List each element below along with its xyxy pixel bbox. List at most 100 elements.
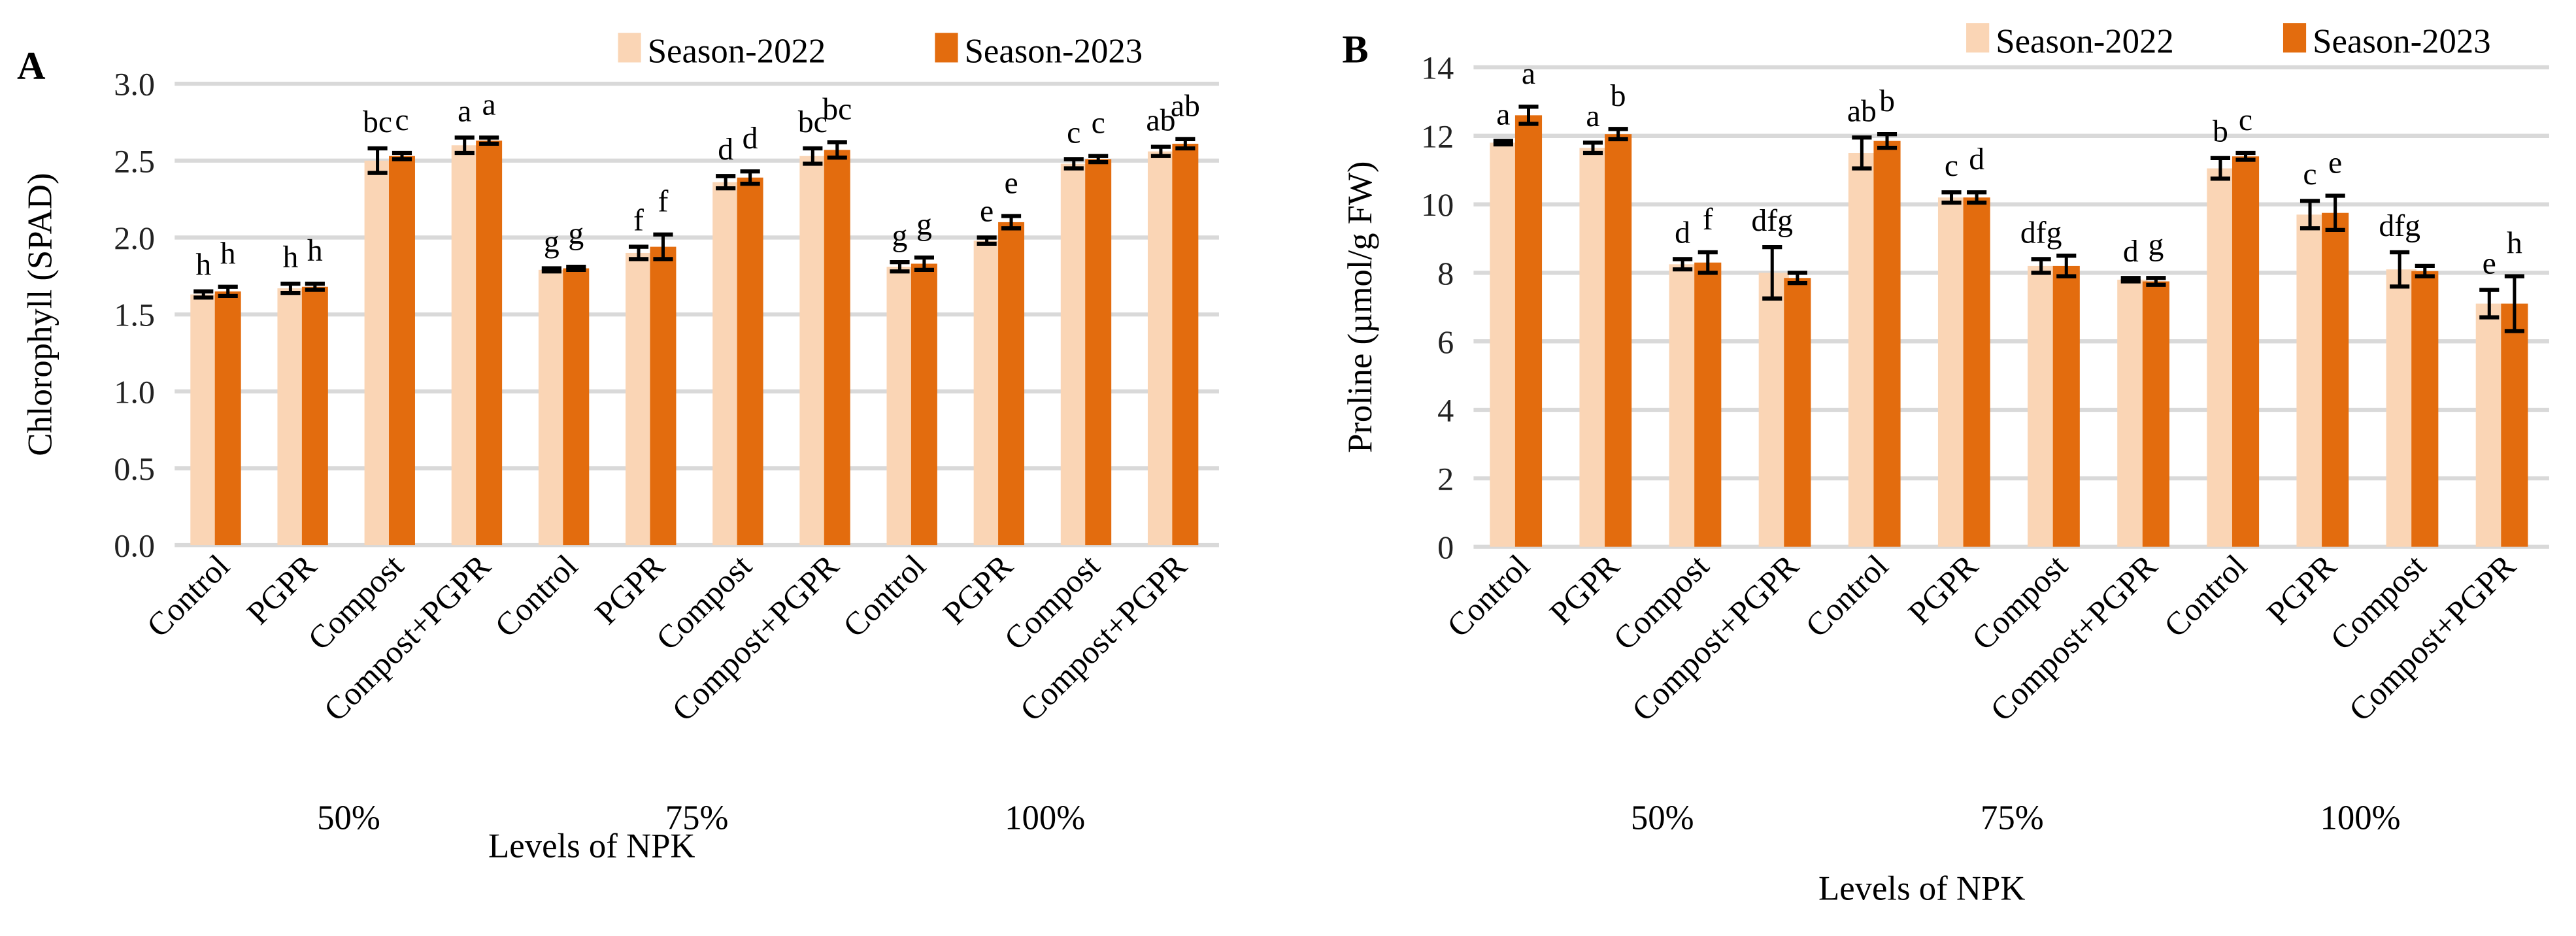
y-tick-label: 2: [1437, 460, 1454, 497]
significance-letter: g: [568, 216, 584, 251]
x-category-label: PGPR: [2260, 547, 2344, 631]
legend-swatch: [2283, 23, 2307, 53]
group-label: 50%: [1631, 799, 1694, 837]
significance-letter: bc: [798, 105, 828, 139]
significance-letter: dfg: [1751, 203, 1793, 238]
significance-letter: h: [2507, 226, 2522, 260]
legend-label: Season-2023: [965, 32, 1143, 70]
significance-letter: bc: [822, 92, 852, 126]
legend: Season-2022 Season-2023: [1966, 22, 2491, 60]
y-tick-label: 4: [1437, 392, 1454, 429]
x-category-label: PGPR: [936, 547, 1020, 631]
x-category-label: Control: [488, 547, 584, 644]
significance-letter: a: [1496, 97, 1510, 132]
bar-2022: [2028, 265, 2058, 547]
bar-2023: [1694, 262, 1722, 547]
significance-letter: f: [1703, 202, 1713, 237]
y-axis-label: Chlorophyll (SPAD): [21, 173, 59, 456]
significance-letter: c: [1945, 148, 1958, 183]
y-tick-label: 1.5: [114, 297, 155, 333]
x-category-label: Control: [1440, 547, 1537, 644]
panel-label: A: [17, 44, 46, 88]
significance-letter: dfg: [2020, 215, 2062, 250]
bar-2023: [563, 268, 590, 546]
significance-letter: g: [2148, 227, 2164, 262]
significance-letter: a: [1586, 99, 1599, 133]
significance-letter: d: [2123, 234, 2139, 269]
bar-2022: [1579, 148, 1610, 547]
significance-letter: bc: [363, 105, 392, 139]
bar-2023: [2142, 281, 2169, 547]
panel-label: B: [1342, 27, 1368, 71]
bar-2023: [476, 141, 503, 546]
bar-2023: [301, 286, 328, 546]
bar-2022: [2207, 168, 2237, 547]
bar-2023: [2322, 212, 2349, 547]
significance-letter: g: [916, 207, 932, 242]
x-category-label: PGPR: [239, 547, 324, 631]
significance-letter: c: [2239, 103, 2252, 137]
significance-letter: a: [458, 93, 471, 128]
significance-letter: d: [718, 132, 733, 167]
x-category-label: Control: [1798, 547, 1895, 644]
bar-2023: [1172, 143, 1199, 546]
bar-2023: [1605, 134, 1632, 547]
y-tick-label: 1.0: [114, 373, 155, 410]
x-axis-label: Levels of NPK: [1818, 870, 2025, 908]
x-category-label: PGPR: [1901, 547, 1985, 631]
bar-2022: [2475, 303, 2506, 547]
bar-2023: [2411, 271, 2439, 547]
bar-2022: [2386, 269, 2417, 547]
bar-2023: [2501, 303, 2528, 547]
x-category-label: Control: [836, 547, 933, 644]
bar-2023: [1873, 141, 1901, 547]
y-tick-label: 12: [1421, 118, 1454, 154]
significance-letter: d: [1675, 215, 1690, 250]
group-label: 100%: [2320, 799, 2400, 837]
y-tick-label: 8: [1437, 255, 1454, 292]
chart-A: A 0.0 0.5 1.0 1.5 2.0 2.5 3.0 Chlorophyll (SPAD)…: [17, 32, 1219, 865]
significance-letter: e: [2483, 246, 2496, 280]
legend-label: Season-2022: [648, 32, 826, 70]
bar-2023: [2052, 265, 2080, 547]
bar-2022: [1669, 264, 1699, 547]
y-tick-label: 0: [1437, 529, 1454, 565]
significance-letter: ab: [1171, 89, 1200, 124]
significance-letter: d: [1969, 142, 1984, 176]
legend-swatch: [935, 33, 958, 63]
significance-letter: ab: [1847, 93, 1877, 128]
bar-2022: [1758, 273, 1789, 547]
significance-letter: h: [195, 248, 211, 282]
bar-2023: [214, 291, 241, 546]
significance-letter: e: [1004, 165, 1018, 200]
significance-letter: c: [395, 103, 409, 137]
y-axis-label: Proline (µmol/g FW): [1341, 161, 1379, 453]
significance-letter: dfg: [2379, 209, 2420, 243]
significance-letter: c: [1092, 106, 1105, 141]
bar-2022: [2296, 214, 2327, 547]
bar-2023: [2232, 156, 2260, 547]
group-label: 50%: [317, 799, 380, 837]
legend-swatch: [1966, 23, 1990, 53]
x-axis-label: Levels of NPK: [488, 827, 695, 865]
legend-swatch: [618, 33, 641, 63]
bar-2023: [911, 263, 937, 546]
significance-letter: f: [633, 203, 644, 237]
significance-letter: d: [743, 121, 758, 156]
bar-2023: [737, 177, 763, 546]
significance-letter: g: [892, 218, 908, 253]
group-label: 75%: [1981, 799, 2044, 837]
significance-letter: a: [482, 87, 496, 122]
significance-letter: f: [658, 184, 668, 219]
significance-letter: c: [1067, 115, 1080, 150]
bar-2022: [1490, 142, 1520, 547]
x-category-label: PGPR: [588, 547, 672, 631]
legend: Season-2022 Season-2023: [618, 32, 1143, 70]
significance-letter: a: [1522, 56, 1535, 91]
significance-letter: c: [2303, 157, 2317, 192]
bar-2022: [1848, 153, 1879, 547]
x-category-label: Compost+PGPR: [1624, 547, 1805, 728]
bar-2022: [1937, 197, 1969, 547]
